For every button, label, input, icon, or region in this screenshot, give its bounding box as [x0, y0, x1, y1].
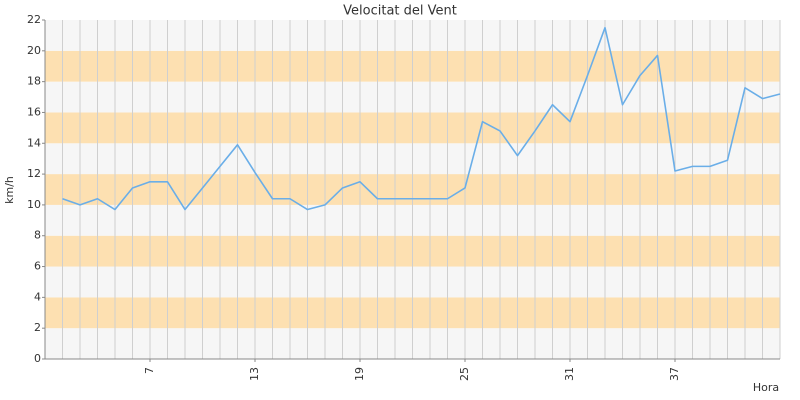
y-axis-label: km/h [3, 176, 16, 204]
y-tick-label: 20 [27, 44, 41, 57]
x-tick-label: 25 [458, 367, 471, 381]
x-tick-label: 37 [668, 367, 681, 381]
y-tick-label: 2 [34, 321, 41, 334]
y-tick-label: 4 [34, 290, 41, 303]
x-tick-label: 19 [353, 367, 366, 381]
y-tick-label: 10 [27, 198, 41, 211]
x-axis-label: Hora [753, 381, 779, 394]
x-tick-label: 13 [248, 367, 261, 381]
y-tick-label: 16 [27, 105, 41, 118]
y-tick-label: 22 [27, 13, 41, 26]
y-tick-label: 18 [27, 75, 41, 88]
chart-title: Velocitat del Vent [343, 4, 457, 19]
y-tick-label: 14 [27, 136, 41, 149]
y-tick-label: 0 [34, 352, 41, 365]
y-tick-label: 12 [27, 167, 41, 180]
y-tick-label: 6 [34, 260, 41, 273]
x-tick-label: 31 [563, 367, 576, 381]
line [62, 26, 781, 211]
x-tick-label: 7 [143, 367, 156, 374]
y-tick-label: 8 [34, 229, 41, 242]
